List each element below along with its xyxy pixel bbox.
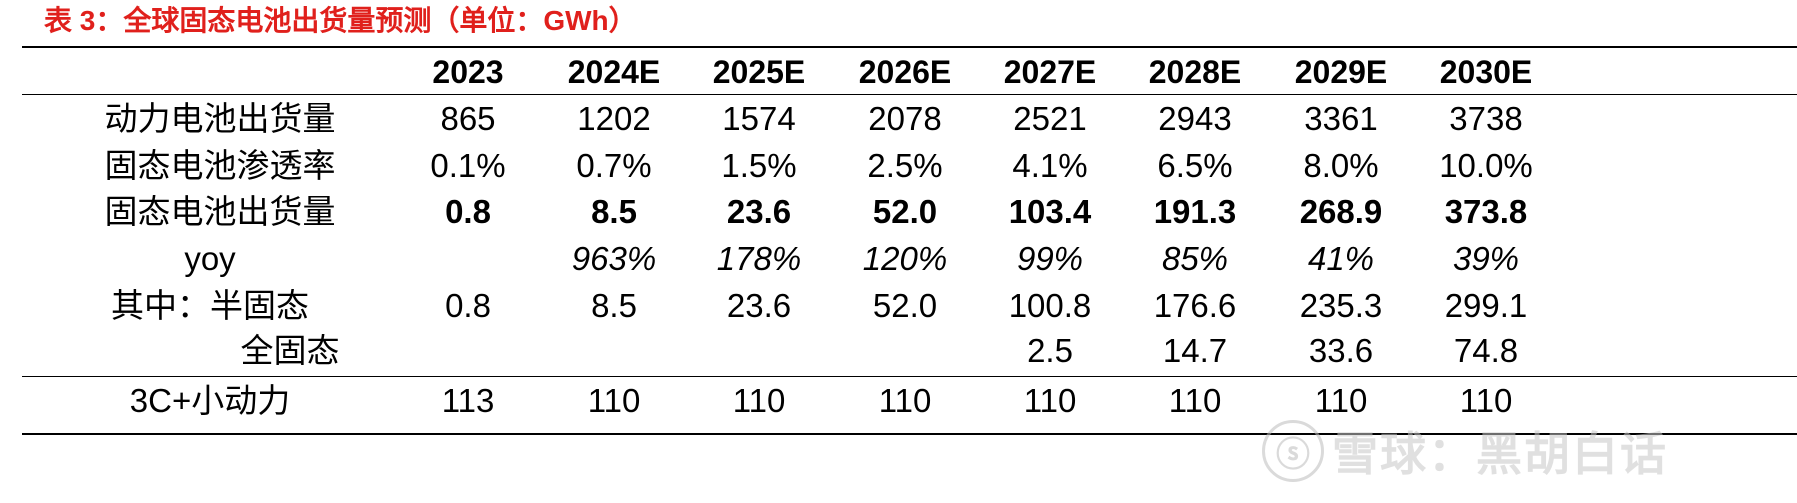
header-year-2026e: 2026E: [858, 54, 952, 90]
table-cell: 10.0%: [1439, 147, 1533, 184]
header-year-2027e: 2027E: [1003, 54, 1097, 90]
table-cell: 33.6: [1308, 332, 1374, 369]
table-cell: 110: [1168, 382, 1222, 419]
table-cell: 39%: [1452, 240, 1520, 277]
table-cell: 4.1%: [1012, 147, 1088, 184]
table-cell: 2.5%: [867, 147, 943, 184]
table-cell: 0.1%: [430, 147, 506, 184]
table-cell: 268.9: [1299, 193, 1383, 230]
table-cell: 74.8: [1453, 332, 1519, 369]
row-label-yoy: yoy: [184, 240, 236, 277]
table-cell: 110: [1314, 382, 1368, 419]
table-cell: 865: [440, 100, 496, 137]
table-cell: 0.8: [445, 193, 491, 230]
table-cell: 1.5%: [721, 147, 797, 184]
table-cell: 6.5%: [1157, 147, 1233, 184]
section-rule: [22, 376, 1797, 377]
table-cell: 3361: [1304, 100, 1378, 137]
table-cell: 14.7: [1162, 332, 1228, 369]
table-cell: 110: [1023, 382, 1077, 419]
table-cell: 0.7%: [576, 147, 652, 184]
table-cell: 23.6: [726, 287, 792, 324]
table-cell: 85%: [1161, 240, 1229, 277]
top-rule: [22, 46, 1797, 48]
table-cell: 8.5: [591, 287, 637, 324]
table-cell: 110: [1459, 382, 1513, 419]
table-cell: 2943: [1158, 100, 1232, 137]
table-cell: 299.1: [1444, 287, 1528, 324]
table-cell: 178%: [716, 240, 802, 277]
header-year-2030e: 2030E: [1439, 54, 1533, 90]
table-cell: 110: [878, 382, 932, 419]
table-cell: 1574: [722, 100, 796, 137]
table-cell: 110: [732, 382, 786, 419]
bottom-rule: [22, 433, 1797, 435]
snowball-logo-icon: ⓢ: [1262, 420, 1324, 482]
table-cell: 176.6: [1153, 287, 1237, 324]
table-cell: 113: [441, 382, 495, 419]
row-label-power-battery-shipments: 动力电池出货量: [104, 100, 336, 137]
table-cell: 8.0%: [1303, 147, 1379, 184]
table-cell: [408, 331, 528, 371]
table-cell: 191.3: [1153, 193, 1237, 230]
header-year-2024e: 2024E: [567, 54, 661, 90]
table-cell: 235.3: [1299, 287, 1383, 324]
table-cell: 8.5: [591, 193, 637, 230]
row-label-3c-small-power: 3C+小动力: [129, 382, 291, 419]
table-title: 表 3：全球固态电池出货量预测（单位：GWh）: [44, 5, 637, 36]
table-cell: 120%: [862, 240, 948, 277]
table-cell: 1202: [577, 100, 651, 137]
table-cell: [845, 331, 965, 371]
table-cell: [554, 331, 674, 371]
table-cell: 2078: [868, 100, 942, 137]
row-label-all-solid: 全固态: [240, 332, 340, 369]
row-label-semi-solid: 其中：半固态: [111, 287, 309, 324]
table-cell: [699, 331, 819, 371]
header-year-2025e: 2025E: [712, 54, 806, 90]
table-cell: 52.0: [872, 193, 938, 230]
table-cell: [408, 239, 528, 279]
table-cell: 0.8: [445, 287, 491, 324]
table-cell: 963%: [571, 240, 657, 277]
row-label-solid-state-shipments: 固态电池出货量: [104, 193, 336, 230]
watermark: ⓢ 雪球：黑胡白话: [1262, 416, 1668, 486]
header-year-2028e: 2028E: [1148, 54, 1242, 90]
table-cell: 99%: [1016, 240, 1084, 277]
table-cell: 3738: [1449, 100, 1523, 137]
table-cell: 41%: [1307, 240, 1375, 277]
table-cell: 110: [587, 382, 641, 419]
table-cell: 373.8: [1444, 193, 1528, 230]
header-rule: [22, 94, 1797, 95]
table-cell: 103.4: [1008, 193, 1092, 230]
header-year-2023: 2023: [432, 54, 504, 90]
table-cell: 2.5: [1027, 332, 1073, 369]
row-label-solid-state-penetration: 固态电池渗透率: [104, 147, 336, 184]
table-cell: 23.6: [726, 193, 792, 230]
table-cell: 100.8: [1008, 287, 1092, 324]
table-cell: 52.0: [872, 287, 938, 324]
table-cell: 2521: [1013, 100, 1087, 137]
watermark-text: 雪球：黑胡白话: [1332, 428, 1668, 480]
header-year-2029e: 2029E: [1294, 54, 1388, 90]
